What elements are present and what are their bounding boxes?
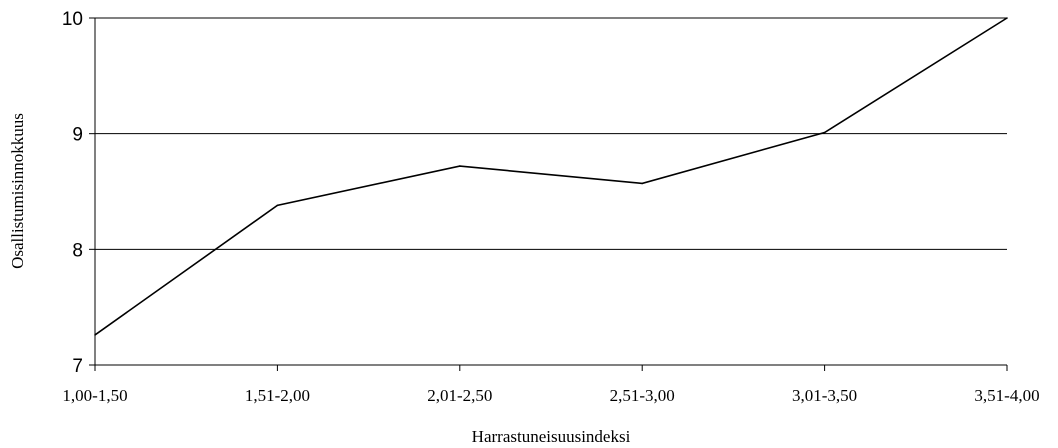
data-point (94, 334, 96, 336)
y-tick-label: 9 (72, 125, 83, 146)
y-tick-label: 7 (72, 356, 83, 377)
x-axis-ticks: 1,00-1,50 1,51-2,00 2,01-2,50 2,51-3,00 3,01… (62, 365, 1040, 405)
y-axis-ticks: 7 8 9 10 (62, 9, 95, 377)
series-layer (94, 17, 1008, 336)
x-tick-label: 2,51-3,00 (610, 386, 675, 405)
data-point (1006, 17, 1008, 19)
data-point (641, 182, 643, 185)
x-axis-title: Harrastuneisuusindeksi (472, 427, 631, 446)
y-tick-label: 10 (62, 9, 83, 30)
x-tick-label: 1,51-2,00 (245, 386, 310, 405)
data-point (459, 165, 461, 167)
gridlines (95, 17, 1007, 250)
data-point (823, 131, 826, 134)
y-tick-label: 8 (72, 240, 83, 261)
x-tick-label: 1,00-1,50 (62, 386, 127, 405)
data-point (276, 204, 279, 207)
series-line (94, 17, 1008, 336)
x-tick-label: 3,01-3,50 (792, 386, 857, 405)
x-tick-label: 3,51-4,00 (974, 386, 1039, 405)
y-axis-title: Osallistumisinnokkuus (8, 113, 27, 269)
x-tick-label: 2,01-2,50 (427, 386, 492, 405)
